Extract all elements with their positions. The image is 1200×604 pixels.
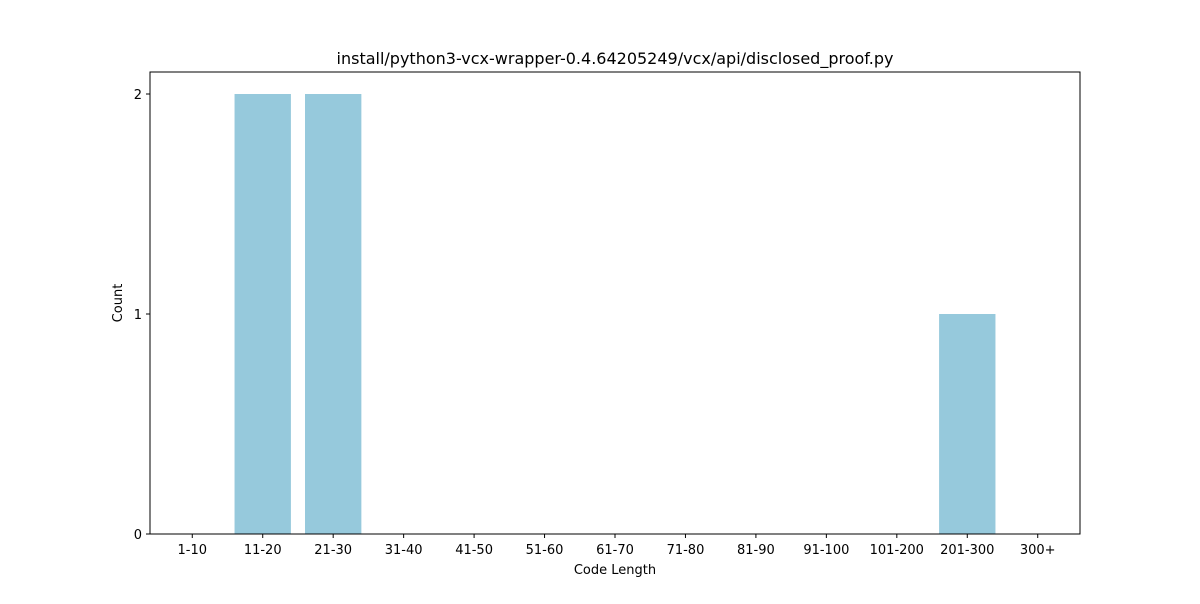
y-tick-label: 2	[134, 88, 142, 103]
x-axis-label: Code Length	[574, 563, 656, 578]
x-tick-label: 61-70	[596, 543, 634, 558]
bar-201-300	[939, 314, 996, 534]
x-tick-label: 1-10	[178, 543, 208, 558]
x-tick-label: 11-20	[244, 543, 282, 558]
bar-11-20	[234, 94, 291, 534]
x-tick-label: 201-300	[940, 543, 994, 558]
x-tick-label: 300+	[1020, 543, 1056, 558]
x-tick-label: 41-50	[455, 543, 493, 558]
chart-title: install/python3-vcx-wrapper-0.4.64205249…	[337, 49, 894, 69]
x-tick-label: 71-80	[667, 543, 705, 558]
y-tick-label: 1	[134, 308, 142, 323]
y-axis: 0 1 2	[134, 88, 150, 543]
bars-group	[234, 94, 996, 534]
x-axis: 1-10 11-20 21-30 31-40 41-50 51-60 61-70 71-80 8…	[178, 534, 1056, 558]
x-tick-label: 51-60	[526, 543, 564, 558]
x-tick-label: 21-30	[314, 543, 352, 558]
y-tick-label: 0	[134, 528, 142, 543]
bar-21-30	[305, 94, 362, 534]
y-axis-label: Count	[111, 284, 126, 323]
x-tick-label: 31-40	[385, 543, 423, 558]
x-tick-label: 91-100	[803, 543, 849, 558]
x-tick-label: 81-90	[737, 543, 775, 558]
x-tick-label: 101-200	[870, 543, 924, 558]
